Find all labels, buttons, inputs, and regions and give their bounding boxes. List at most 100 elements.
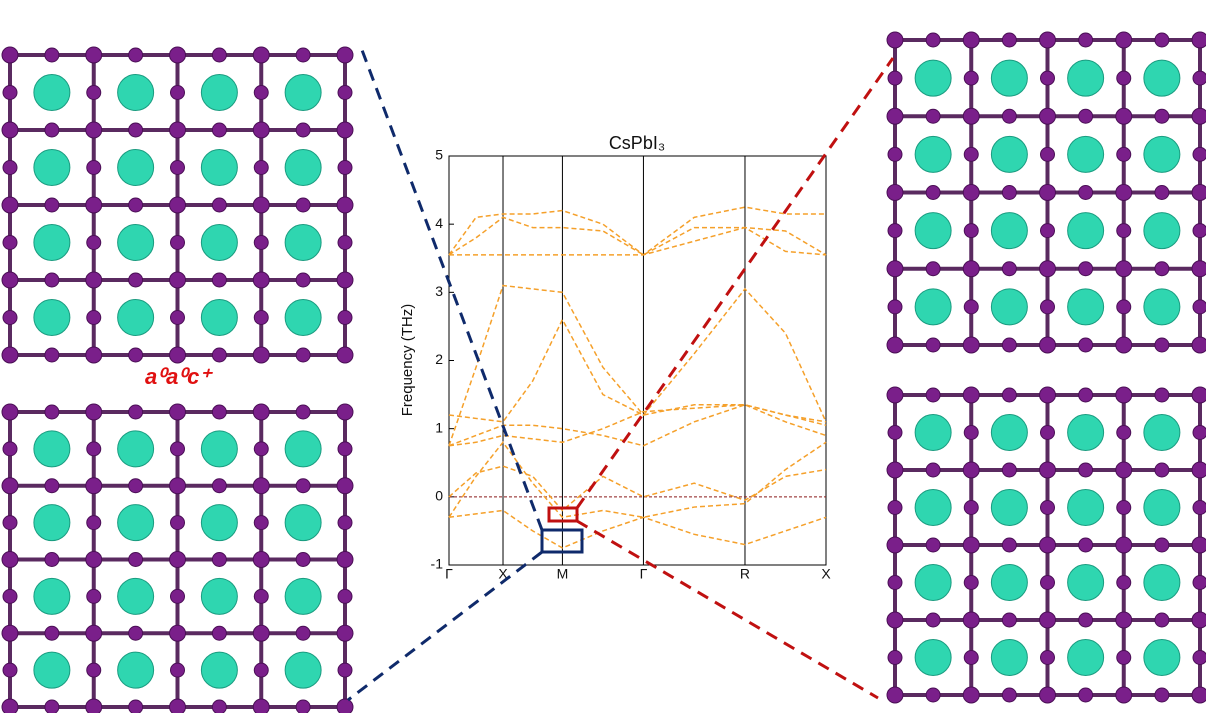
cs-atom [1144,60,1180,96]
i-atom [129,48,143,62]
i-atom [170,552,186,568]
i-atom [926,388,940,402]
i-atom [1155,338,1169,352]
i-atom [253,47,269,63]
i-atom [887,462,903,478]
i-atom [887,261,903,277]
cs-atom [991,136,1027,172]
i-atom [1192,32,1206,48]
i-atom [3,86,17,100]
cs-atom [118,225,154,261]
i-atom [2,347,18,363]
cs-atom [201,578,237,614]
i-atom [296,553,310,567]
cs-atom [118,431,154,467]
i-atom [86,404,102,420]
y-tick-label: 4 [435,215,443,231]
y-tick-label: 0 [435,488,443,504]
cs-atom [34,652,70,688]
i-atom [212,405,226,419]
cs-atom [1144,136,1180,172]
i-atom [87,86,101,100]
i-atom [212,273,226,287]
i-atom [45,700,59,713]
i-atom [1193,651,1206,665]
cs-atom [915,415,951,451]
i-atom [1193,576,1206,590]
cs-atom [991,289,1027,325]
i-atom [171,236,185,250]
i-atom [1041,71,1055,85]
red-box [549,508,577,521]
i-atom [1116,261,1132,277]
i-atom [1192,108,1206,124]
i-atom [45,626,59,640]
i-atom [171,161,185,175]
y-tick-label: 5 [435,147,443,163]
i-atom [887,387,903,403]
cs-atom [118,300,154,336]
band-line [449,217,826,254]
i-atom [1079,262,1093,276]
i-atom [1079,463,1093,477]
i-atom [1079,613,1093,627]
cs-atom [201,300,237,336]
band-line [449,405,826,446]
i-atom [212,48,226,62]
i-atom [1079,186,1093,200]
i-atom [337,552,353,568]
cs-atom [1068,640,1104,676]
y-tick-label: -1 [431,556,444,572]
cs-atom [915,289,951,325]
i-atom [926,33,940,47]
i-atom [1155,33,1169,47]
i-atom [253,272,269,288]
i-atom [296,48,310,62]
i-atom [253,699,269,713]
i-atom [1002,538,1016,552]
i-atom [964,224,978,238]
arrow [577,58,893,508]
i-atom [1079,338,1093,352]
cs-atom [34,300,70,336]
cs-atom [34,150,70,186]
i-atom [926,262,940,276]
cs-atom [201,652,237,688]
y-axis-label: Frequency (THz) [399,304,416,417]
i-atom [963,462,979,478]
i-atom [253,478,269,494]
i-atom [338,236,352,250]
i-atom [1041,576,1055,590]
cs-atom [285,652,321,688]
i-atom [964,576,978,590]
cs-atom [915,136,951,172]
cs-atom [1144,490,1180,526]
i-atom [1116,537,1132,553]
i-atom [1193,300,1206,314]
i-atom [3,589,17,603]
i-atom [1155,262,1169,276]
i-atom [1155,186,1169,200]
cs-atom [991,565,1027,601]
arrow [577,521,878,698]
i-atom [337,122,353,138]
cs-atom [991,60,1027,96]
i-atom [338,161,352,175]
i-atom [1002,463,1016,477]
i-atom [45,48,59,62]
i-atom [171,589,185,603]
i-atom [129,348,143,362]
i-atom [129,198,143,212]
i-atom [2,625,18,641]
i-atom [963,32,979,48]
i-atom [887,537,903,553]
i-atom [1041,501,1055,515]
i-atom [254,86,268,100]
i-atom [963,387,979,403]
i-atom [338,516,352,530]
i-atom [129,405,143,419]
cs-atom [285,578,321,614]
i-atom [212,553,226,567]
i-atom [296,700,310,713]
i-atom [1155,388,1169,402]
